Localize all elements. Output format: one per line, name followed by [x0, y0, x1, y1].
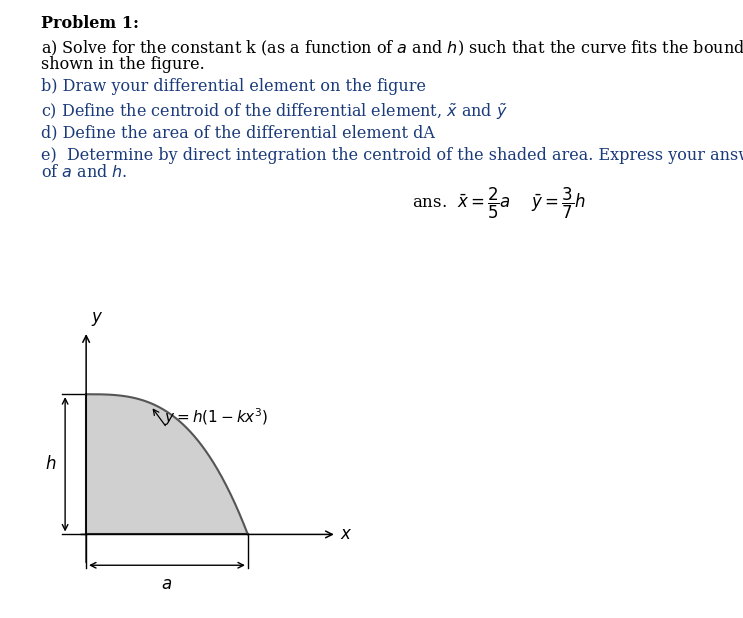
Text: a) Solve for the constant k (as a function of $a$ and $h$) such that the curve f: a) Solve for the constant k (as a functi… [41, 38, 743, 57]
Text: $a$: $a$ [161, 577, 172, 593]
Text: ans.  $\bar{x} = \dfrac{2}{5}a$    $\bar{y} = \dfrac{3}{7}h$: ans. $\bar{x} = \dfrac{2}{5}a$ $\bar{y} … [412, 185, 586, 221]
Text: $y = h(1 - kx^3)$: $y = h(1 - kx^3)$ [163, 406, 268, 428]
Text: e)  Determine by direct integration the centroid of the shaded area. Express you: e) Determine by direct integration the c… [41, 147, 743, 164]
Text: d) Define the area of the differential element dA: d) Define the area of the differential e… [41, 124, 435, 142]
Text: of $a$ and $h$.: of $a$ and $h$. [41, 164, 127, 182]
Text: Problem 1:: Problem 1: [41, 15, 139, 33]
Text: c) Define the centroid of the differential element, $\tilde{x}$ and $\tilde{y}$: c) Define the centroid of the differenti… [41, 101, 507, 121]
Text: $y$: $y$ [91, 310, 103, 328]
Polygon shape [86, 394, 248, 535]
Text: shown in the figure.: shown in the figure. [41, 56, 204, 73]
Text: $x$: $x$ [340, 526, 352, 543]
Text: b) Draw your differential element on the figure: b) Draw your differential element on the… [41, 78, 426, 96]
Text: $h$: $h$ [45, 455, 56, 473]
